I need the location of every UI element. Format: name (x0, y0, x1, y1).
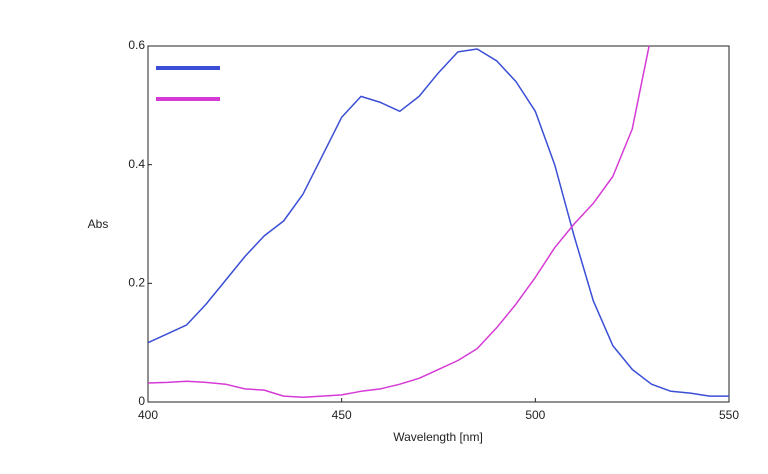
x-tick-label: 500 (525, 408, 545, 422)
y-tick-label: 0.6 (128, 38, 145, 52)
plot-lines (148, 46, 729, 399)
plot-frame (147, 45, 730, 403)
series-line (148, 48, 729, 397)
y-axis-label: Abs (88, 217, 109, 231)
x-tick-label: 550 (719, 408, 739, 422)
y-tick-label: 0.4 (128, 157, 145, 171)
y-tick-label: 0.2 (128, 276, 145, 290)
x-tick-label: 400 (138, 408, 158, 422)
x-tick-label: 450 (332, 408, 352, 422)
series-line (148, 46, 650, 399)
y-tick-label: 0 (138, 394, 145, 408)
x-axis-label: Wavelength [nm] (393, 430, 483, 444)
